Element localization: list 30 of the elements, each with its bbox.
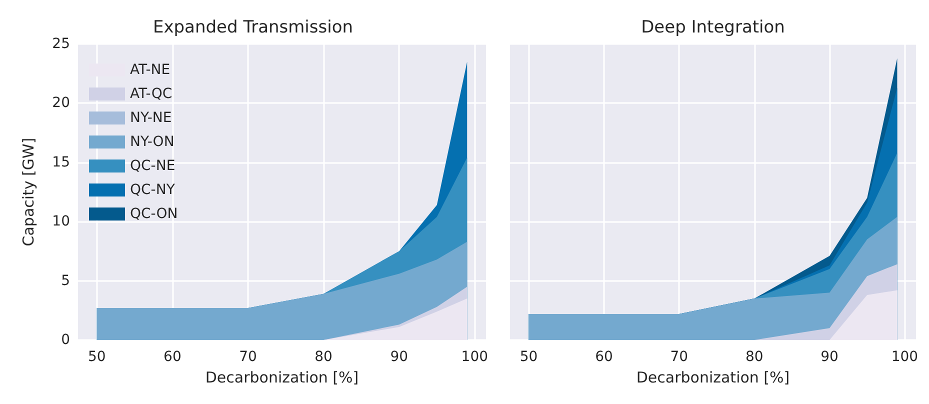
y-tick-label: 20 (52, 95, 70, 112)
y-tick-label: 25 (52, 36, 70, 52)
y-tick-label: 15 (52, 154, 70, 170)
x-tick-label: 70 (239, 349, 257, 365)
x-axis-title: Decarbonization [%] (205, 368, 359, 386)
legend-label: AT-NE (130, 62, 170, 78)
y-axis-title: Capacity [GW] (20, 138, 38, 246)
x-tick-label: 60 (595, 349, 613, 365)
legend-label: QC-NY (130, 182, 176, 198)
x-tick-label: 50 (88, 349, 106, 365)
x-tick-label: 90 (390, 349, 408, 365)
chart-title: Expanded Transmission (152, 18, 354, 38)
x-tick-label: 60 (164, 349, 182, 365)
y-tick-label: 5 (61, 272, 70, 289)
x-tick-label: 80 (745, 349, 764, 365)
legend-label: NY-ON (130, 134, 174, 150)
x-axis-title: Decarbonization [%] (636, 368, 790, 386)
y-tick-label: 0 (61, 332, 70, 348)
legend-label: AT-QC (130, 86, 172, 102)
x-tick-label: 50 (520, 349, 538, 365)
x-tick-label: 70 (670, 349, 688, 365)
x-tick-label: 80 (314, 349, 332, 365)
x-tick-label: 100 (891, 349, 918, 365)
x-tick-label: 100 (461, 349, 488, 365)
legend-label: NY-NE (130, 110, 172, 126)
legend-label: QC-NE (130, 158, 176, 174)
x-tick-label: 90 (820, 349, 838, 365)
legend-label: QC-ON (130, 206, 178, 222)
y-tick-label: 10 (52, 214, 70, 230)
chart-title: Deep Integration (641, 18, 785, 38)
